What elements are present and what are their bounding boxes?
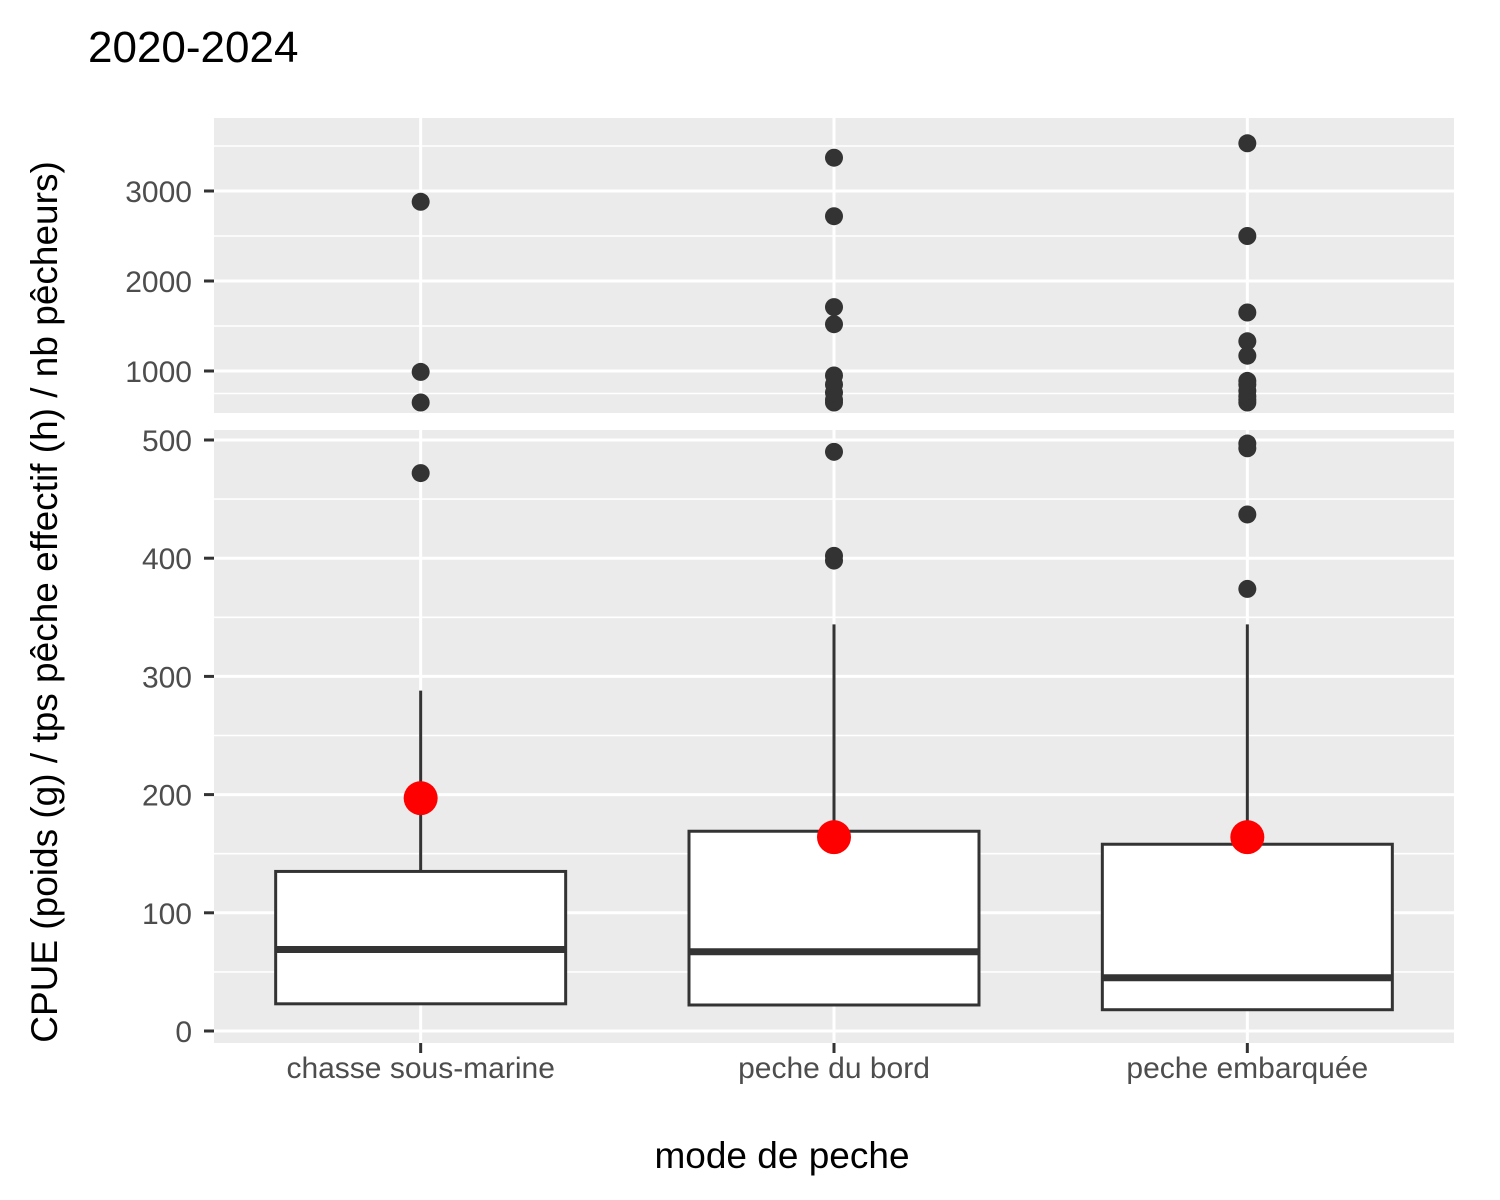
outlier-point xyxy=(1238,332,1257,351)
y-tick-label: 300 xyxy=(142,661,192,694)
y-axis-title: CPUE (poids (g) / tps pêche effectif (h)… xyxy=(24,161,65,1043)
outlier-point xyxy=(1238,227,1257,245)
y-tick-label: 500 xyxy=(142,425,192,458)
box-group xyxy=(687,148,981,1007)
x-axis-title: mode de peche xyxy=(654,1135,909,1176)
outlier-point xyxy=(825,298,843,317)
y-tick-label: 1000 xyxy=(125,356,192,389)
box xyxy=(1100,842,1394,1012)
outlier-point xyxy=(1238,346,1257,365)
outlier-point xyxy=(1238,134,1257,153)
outlier-point xyxy=(825,207,843,226)
outlier-point xyxy=(1238,579,1257,598)
outlier-point xyxy=(411,393,430,412)
outlier-point xyxy=(1238,371,1257,390)
mean-point xyxy=(817,820,851,855)
y-axis: 0 100 200 300 400 500 1000 2000 3000 xyxy=(125,176,214,1049)
outlier-point xyxy=(825,315,843,334)
outlier-point xyxy=(825,366,843,385)
x-tick-label: peche embarquée xyxy=(1126,1052,1368,1085)
chart-title: 2020-2024 xyxy=(88,23,298,72)
mean-point xyxy=(1230,820,1265,855)
x-axis: chasse sous-marine peche du bord peche emb… xyxy=(286,1043,1368,1085)
y-tick-label: 100 xyxy=(142,898,192,931)
box xyxy=(274,869,568,1006)
outlier-point xyxy=(1238,505,1257,524)
outlier-point xyxy=(825,148,843,167)
outlier-point xyxy=(411,464,430,483)
box-group xyxy=(274,192,568,1006)
y-tick-label: 3000 xyxy=(125,176,192,209)
y-tick-label: 400 xyxy=(142,543,192,576)
y-tick-label: 2000 xyxy=(125,266,192,299)
outlier-point xyxy=(825,442,843,461)
x-tick-label: peche du bord xyxy=(738,1052,930,1085)
outlier-point xyxy=(411,362,430,381)
outlier-point xyxy=(1238,303,1257,322)
outlier-point xyxy=(1238,434,1257,453)
boxes-layer xyxy=(274,134,1394,1012)
outlier-point xyxy=(825,546,843,565)
mean-point xyxy=(403,781,438,816)
x-tick-label: chasse sous-marine xyxy=(286,1052,554,1085)
y-tick-label: 200 xyxy=(142,780,192,813)
outlier-point xyxy=(411,192,430,211)
box-group xyxy=(1100,134,1394,1012)
box xyxy=(687,829,981,1007)
y-tick-label: 0 xyxy=(175,1016,192,1049)
